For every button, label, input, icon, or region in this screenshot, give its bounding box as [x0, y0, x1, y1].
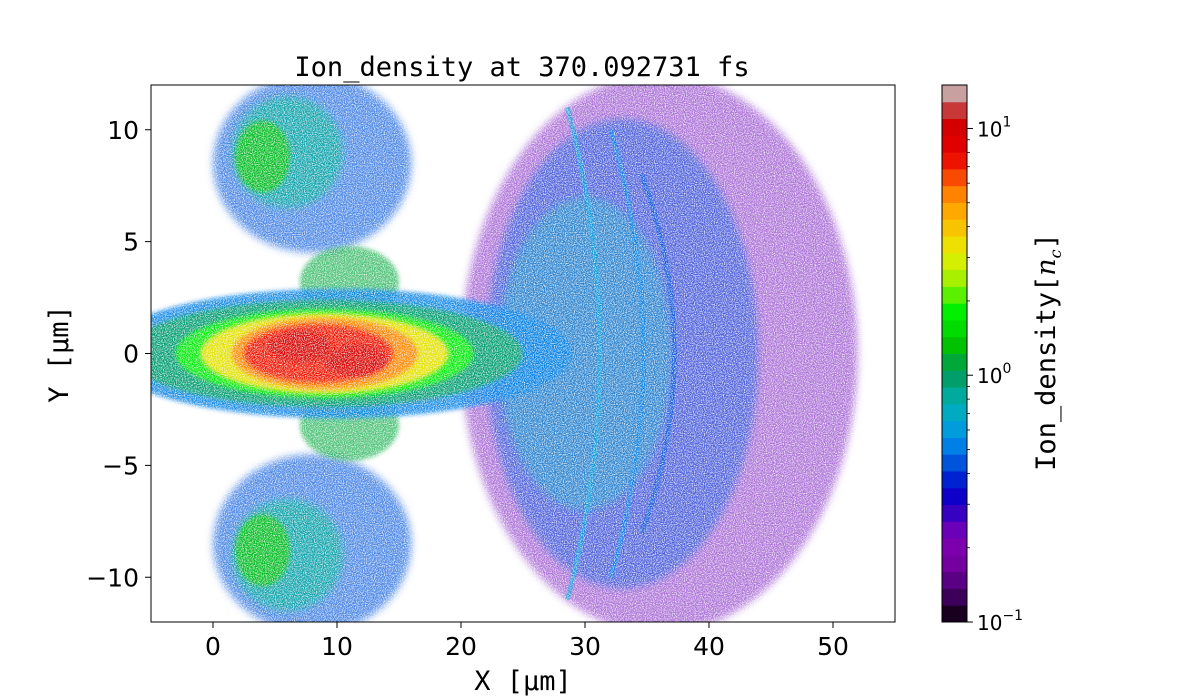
colorbar-level — [942, 571, 967, 589]
colorbar-level — [942, 521, 967, 539]
colorbar-level — [942, 319, 967, 338]
chart-title: Ion_density at 370.092731 fs — [294, 52, 749, 83]
x-axis-label: X [μm] — [474, 666, 572, 697]
colorbar-level — [942, 118, 967, 136]
colorbar-level — [942, 588, 967, 606]
colorbar-level — [942, 353, 967, 371]
colorbar-level — [942, 554, 967, 573]
colorbar — [941, 84, 968, 623]
colorbar-level — [942, 370, 967, 388]
x-tick-label: 40 — [693, 632, 725, 661]
colorbar-level — [942, 605, 967, 623]
colorbar-level — [942, 85, 967, 103]
colorbar-level — [942, 403, 967, 422]
colorbar-level — [942, 420, 967, 438]
colorbar-level — [942, 168, 967, 187]
x-tick-label: 0 — [205, 632, 221, 661]
x-tick-label: 20 — [445, 632, 477, 661]
colorbar-level — [942, 387, 967, 405]
colorbar-ticks: 101 100 10−1 — [967, 114, 1023, 635]
colorbar-tick-label: 10−1 — [977, 608, 1023, 635]
colorbar-level — [942, 269, 967, 287]
y-axis: 10 5 0 −5 −10 — [86, 116, 151, 592]
colorbar-level — [942, 135, 967, 153]
y-tick-label: 0 — [123, 340, 139, 369]
colorbar-level — [942, 202, 967, 220]
colorbar-level — [942, 236, 967, 254]
colorbar-level — [942, 185, 967, 203]
plot-area — [150, 84, 896, 623]
y-tick-label: −10 — [86, 563, 139, 592]
speckle-overlay — [151, 85, 895, 622]
y-tick-label: 10 — [107, 116, 139, 145]
colorbar-level — [942, 303, 967, 321]
colorbar-level — [942, 101, 967, 120]
colorbar-level — [942, 538, 967, 556]
colorbar-level — [942, 504, 967, 522]
colorbar-level — [942, 336, 967, 354]
y-tick-label: 5 — [123, 228, 139, 257]
colorbar-level — [942, 252, 967, 271]
x-tick-label: 50 — [817, 632, 849, 661]
colorbar-level — [942, 219, 967, 237]
x-tick-label: 10 — [321, 632, 353, 661]
colorbar-frame — [941, 84, 968, 623]
colorbar-level — [942, 470, 967, 489]
density-field — [151, 85, 895, 622]
colorbar-level — [942, 286, 967, 304]
colorbar-level — [942, 152, 967, 170]
y-axis-label: Y [μm] — [44, 305, 75, 403]
colorbar-tick-label: 100 — [977, 361, 1011, 388]
colorbar-label: Ion_density[nc] — [1031, 233, 1065, 471]
colorbar-tick-label: 101 — [977, 114, 1011, 141]
colorbar-level — [942, 487, 967, 506]
colorbar-level — [942, 437, 967, 455]
colorbar-level — [942, 454, 967, 472]
x-tick-label: 30 — [569, 632, 601, 661]
y-tick-label: −5 — [102, 451, 139, 480]
x-axis: 0 10 20 30 40 50 — [205, 622, 849, 661]
